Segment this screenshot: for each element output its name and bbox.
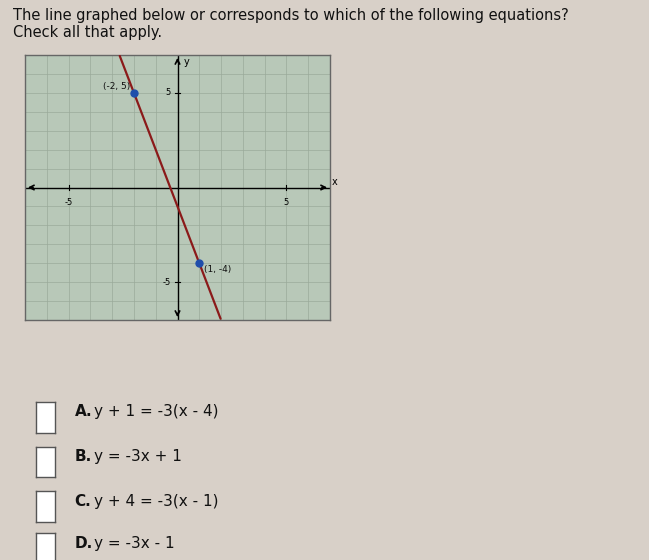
Text: A.: A. [75,404,92,419]
Text: 5: 5 [165,88,171,97]
Text: y + 4 = -3(x - 1): y + 4 = -3(x - 1) [94,494,219,508]
Text: -5: -5 [163,278,171,287]
Text: (1, -4): (1, -4) [204,265,231,274]
Text: B.: B. [75,449,92,464]
Text: D.: D. [75,536,93,550]
Text: C.: C. [75,494,92,508]
Text: y = -3x - 1: y = -3x - 1 [94,536,175,550]
Text: (-2, 5): (-2, 5) [103,82,130,91]
Text: The line graphed below or corresponds to which of the following equations?: The line graphed below or corresponds to… [13,8,569,24]
Text: 5: 5 [284,198,289,207]
Text: Check all that apply.: Check all that apply. [13,25,162,40]
Text: x: x [332,177,338,187]
Text: y + 1 = -3(x - 4): y + 1 = -3(x - 4) [94,404,219,419]
Text: y: y [184,57,190,67]
Text: -5: -5 [64,198,73,207]
Text: y = -3x + 1: y = -3x + 1 [94,449,182,464]
